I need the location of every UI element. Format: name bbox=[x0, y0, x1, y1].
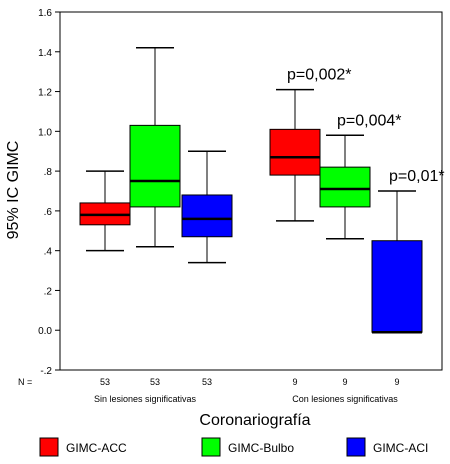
p-value-annotation: p=0,004* bbox=[337, 112, 402, 129]
box-iqr bbox=[319, 166, 371, 208]
annotations-layer: p=0,002* p=0,004* p=0,01* bbox=[287, 67, 445, 185]
n-count: 53 bbox=[100, 377, 110, 387]
box-0-1 bbox=[129, 47, 181, 248]
n-count: 9 bbox=[342, 377, 347, 387]
legend-swatch-bulbo bbox=[201, 437, 221, 457]
box-0-2 bbox=[181, 150, 233, 264]
plot-frame bbox=[59, 11, 443, 371]
n-label: N = bbox=[18, 377, 32, 387]
box-1-2 bbox=[371, 190, 423, 334]
n-count: 9 bbox=[394, 377, 399, 387]
y-tick-label: 1.6 bbox=[38, 8, 52, 19]
legend: GIMC-ACC GIMC-Bulbo GIMC-ACI bbox=[39, 437, 428, 457]
boxes-layer bbox=[79, 47, 423, 334]
y-tick-label: -.2 bbox=[40, 366, 52, 377]
y-tick-label: .4 bbox=[44, 247, 53, 258]
y-tick-label: 1.4 bbox=[38, 48, 52, 59]
box-iqr bbox=[129, 124, 181, 208]
legend-swatch-aci bbox=[346, 437, 366, 457]
group-label-sin-lesiones: Sin lesiones significativas bbox=[94, 394, 197, 404]
box-1-0 bbox=[269, 88, 321, 222]
box-iqr bbox=[181, 194, 233, 238]
legend-swatch-acc bbox=[39, 437, 59, 457]
box-1-1 bbox=[319, 134, 371, 240]
box-0-0 bbox=[79, 170, 131, 252]
y-tick-label: .2 bbox=[44, 286, 53, 297]
x-axis-title: Coronariografía bbox=[199, 412, 310, 429]
box-iqr bbox=[371, 240, 423, 333]
n-counts: 53 53 53 9 9 9 bbox=[100, 377, 400, 387]
legend-label-bulbo: GIMC-Bulbo bbox=[228, 441, 294, 455]
n-count: 53 bbox=[150, 377, 160, 387]
y-tick-label: 1.0 bbox=[38, 127, 52, 138]
y-axis-title: 95% IC GIMC bbox=[5, 141, 22, 240]
y-axis-ticks: 1.6 1.4 1.2 1.0 .8 .6 .4 .2 0.0 -.2 bbox=[38, 8, 60, 377]
n-count: 9 bbox=[292, 377, 297, 387]
p-value-annotation: p=0,01* bbox=[389, 168, 445, 185]
n-count: 53 bbox=[202, 377, 212, 387]
group-label-con-lesiones: Con lesiones significativas bbox=[292, 394, 398, 404]
box-iqr bbox=[269, 128, 321, 176]
y-tick-label: .8 bbox=[44, 167, 53, 178]
y-tick-label: .6 bbox=[44, 207, 53, 218]
p-value-annotation: p=0,002* bbox=[287, 67, 352, 84]
legend-label-acc: GIMC-ACC bbox=[66, 441, 127, 455]
y-tick-label: 1.2 bbox=[38, 88, 52, 99]
legend-label-aci: GIMC-ACI bbox=[373, 441, 428, 455]
y-tick-label: 0.0 bbox=[38, 326, 52, 337]
